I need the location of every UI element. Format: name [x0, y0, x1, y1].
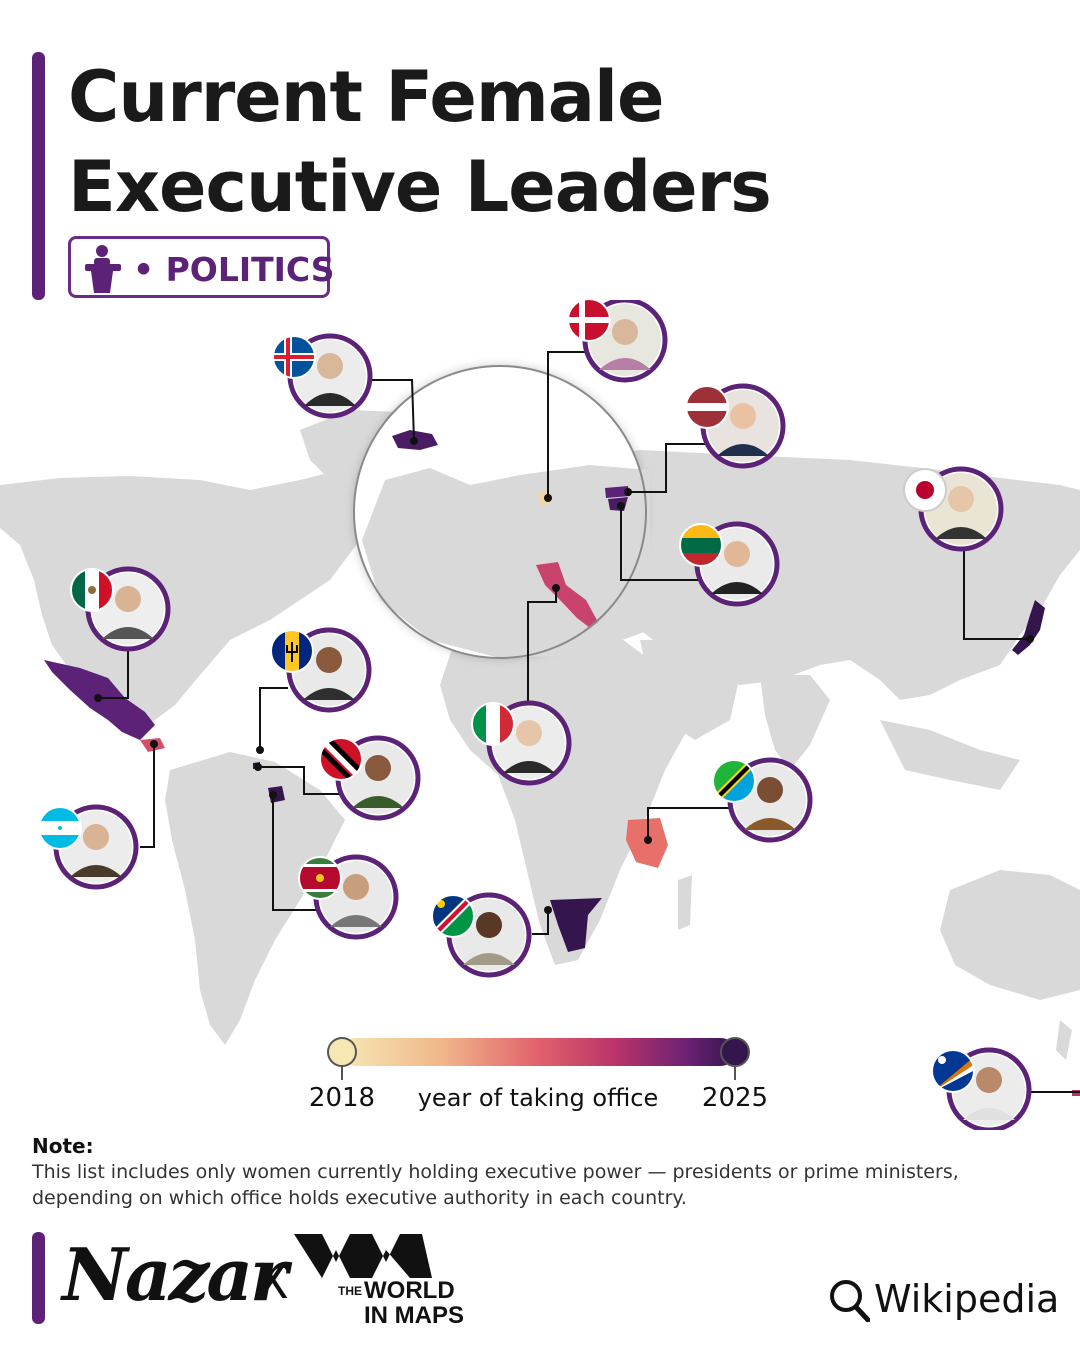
note-heading: Note:: [32, 1134, 94, 1158]
leader-connectors: [98, 351, 1080, 1093]
latvia-flag-icon: [685, 385, 729, 429]
search-icon: [830, 1280, 870, 1322]
namibia-country: [550, 898, 602, 952]
new-zealand-land: [1056, 1020, 1072, 1060]
barbados-flag-icon: [270, 629, 314, 673]
source-label: Wikipedia: [874, 1277, 1060, 1321]
note-block: Note: This list includes only women curr…: [32, 1133, 1062, 1211]
marshall-islands-flag-icon: [931, 1049, 975, 1093]
nazar-logo: Nazar: [62, 1232, 288, 1317]
partner-world: WORLD: [364, 1277, 455, 1304]
india-land: [760, 675, 830, 770]
namibia-flag-icon: [431, 894, 475, 938]
connector-dots: [94, 437, 1034, 914]
podium-speaker-icon: [85, 245, 121, 293]
arabia-land: [640, 640, 740, 740]
world-in-maps-logo-icon: [294, 1234, 432, 1278]
suriname-flag-icon: [298, 856, 342, 900]
title-accent-bar: [32, 52, 45, 300]
world-map: 2018 year of taking office 2025: [0, 300, 1080, 1130]
southeast-asia-land: [880, 720, 1020, 790]
tanzania-flag-icon: [712, 759, 756, 803]
italy-country: [536, 562, 598, 628]
trinidad-and-tobago-flag-icon: [319, 737, 363, 781]
australia-land: [940, 870, 1080, 1000]
lithuania-flag-icon: [679, 523, 723, 567]
title-line-2: Executive Leaders: [68, 146, 772, 228]
legend-min-dot: [327, 1037, 357, 1067]
lens-rim: [353, 365, 647, 659]
mexico-flag-icon: [70, 568, 114, 612]
partner-maps: IN MAPS: [364, 1302, 465, 1329]
page-title: Current Female Executive Leaders: [68, 52, 772, 232]
iceland-flag-icon: [272, 335, 316, 379]
legend-max-label: 2025: [702, 1083, 768, 1113]
madagascar-land: [678, 875, 692, 930]
legend-gradient-bar: [342, 1038, 735, 1066]
south-america-land: [165, 752, 345, 1045]
honduras-flag-icon: [38, 806, 82, 850]
latvia-country: [605, 486, 630, 498]
legend-min-label: 2018: [309, 1083, 375, 1113]
italy-flag-icon: [471, 702, 515, 746]
legend-max-dot: [720, 1037, 750, 1067]
north-america-land: [0, 470, 380, 730]
collab-separator: X: [256, 1254, 289, 1310]
title-line-1: Current Female: [68, 56, 664, 138]
category-label: • POLITICS: [133, 250, 335, 289]
japan-flag-icon: [903, 468, 947, 512]
denmark-flag-icon: [567, 300, 611, 342]
japan-country: [1012, 600, 1045, 655]
note-text: This list includes only women currently …: [32, 1161, 959, 1209]
partner-the: THE: [338, 1284, 362, 1298]
year-legend: 2018 year of taking office 2025: [309, 1037, 768, 1113]
category-badge: • POLITICS: [68, 236, 335, 298]
legend-title: year of taking office: [418, 1084, 659, 1112]
footer-accent-bar: [32, 1232, 45, 1324]
